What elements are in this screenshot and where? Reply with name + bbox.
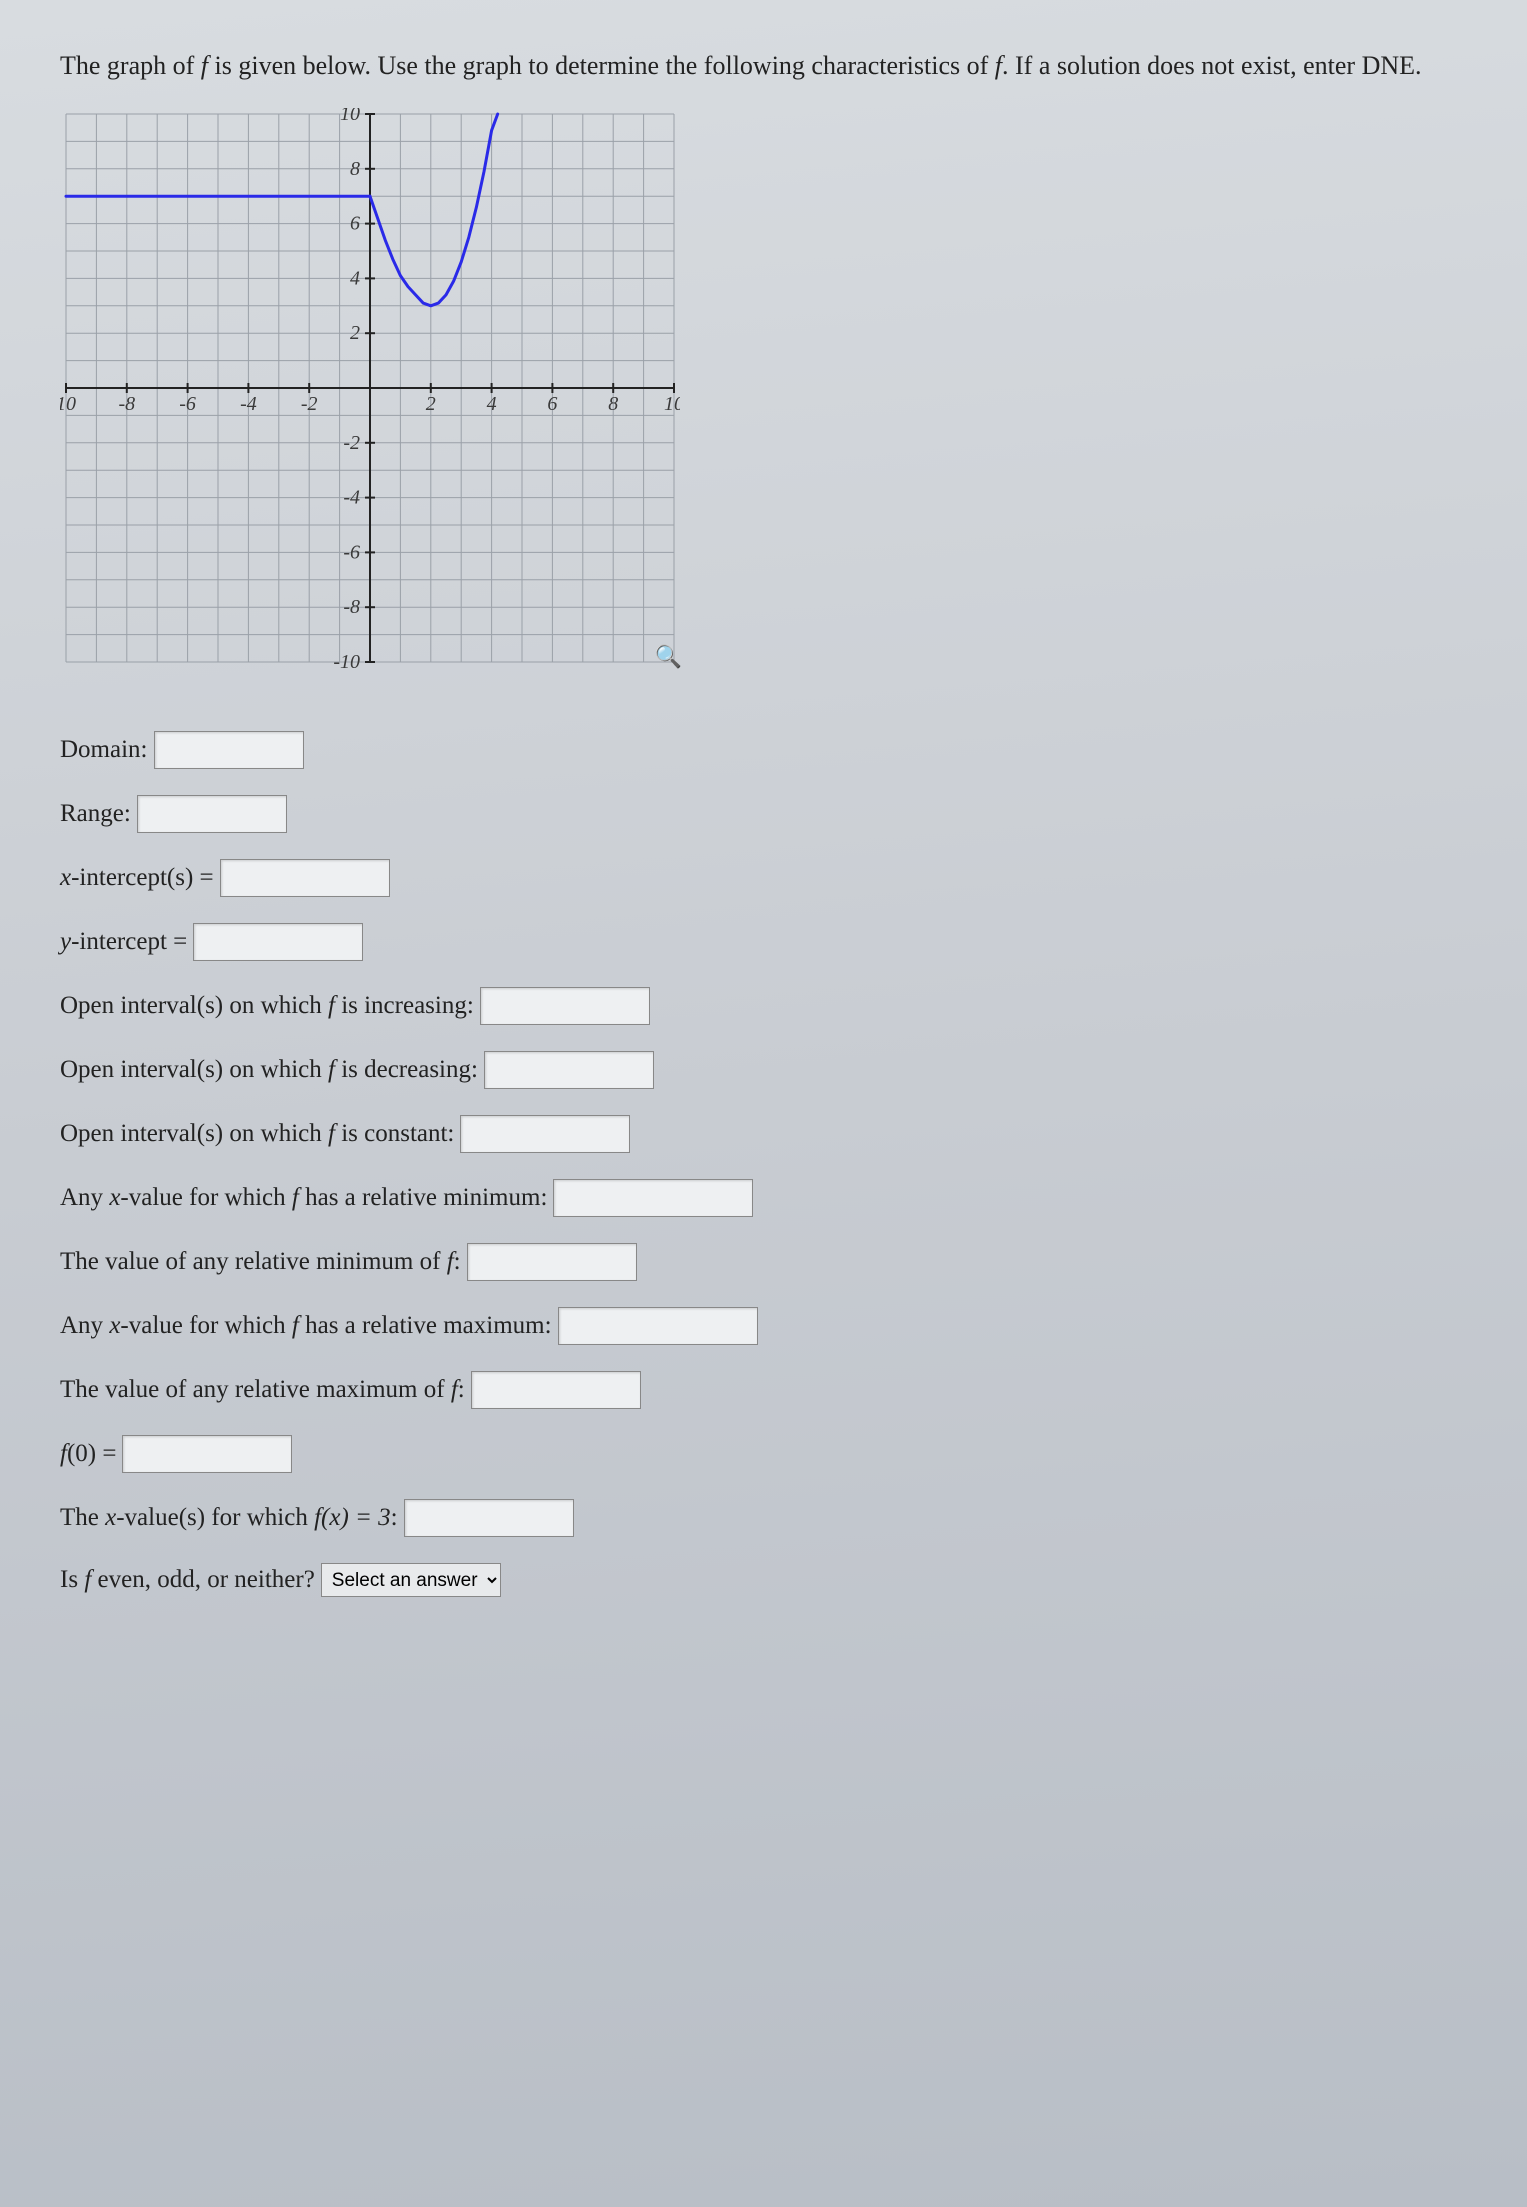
parity-label: Is f even, odd, or neither? xyxy=(60,1566,315,1594)
relmin-val-row: The value of any relative minimum of f: xyxy=(60,1243,1467,1281)
prompt-text: The graph of xyxy=(60,51,201,80)
relmax-x-input[interactable] xyxy=(558,1307,758,1345)
relmax-x-row: Any x-value for which f has a relative m… xyxy=(60,1307,1467,1345)
solve-input[interactable] xyxy=(404,1499,574,1537)
f0-label: f(0) = xyxy=(60,1440,116,1468)
relmin-x-row: Any x-value for which f has a relative m… xyxy=(60,1179,1467,1217)
prompt-text: is given below. Use the graph to determi… xyxy=(208,51,995,80)
svg-text:4: 4 xyxy=(487,393,497,415)
svg-text:-4: -4 xyxy=(343,487,360,509)
increasing-input[interactable] xyxy=(480,987,650,1025)
increasing-label: Open interval(s) on which f is increasin… xyxy=(60,992,474,1020)
svg-text:10: 10 xyxy=(340,108,360,125)
svg-text:-10: -10 xyxy=(333,651,360,668)
svg-text:6: 6 xyxy=(350,213,360,235)
relmin-x-label: Any x-value for which f has a relative m… xyxy=(60,1184,547,1212)
relmin-val-input[interactable] xyxy=(467,1243,637,1281)
decreasing-input[interactable] xyxy=(484,1051,654,1089)
svg-text:8: 8 xyxy=(608,393,618,415)
svg-text:10: 10 xyxy=(60,393,76,415)
svg-text:-6: -6 xyxy=(179,393,196,415)
function-graph: 10 -8 -6 -4 -2 2 4 6 8 10 -10 -8 -6 -4 -2 2 4 6 8 10 xyxy=(60,108,680,668)
solve-label: The x-value(s) for which f(x) = 3: xyxy=(60,1504,398,1532)
svg-text:-8: -8 xyxy=(343,597,360,619)
f0-input[interactable] xyxy=(122,1435,292,1473)
relmax-x-label: Any x-value for which f has a relative m… xyxy=(60,1312,552,1340)
relmin-x-input[interactable] xyxy=(553,1179,753,1217)
question-prompt: The graph of f is given below. Use the g… xyxy=(60,48,1460,84)
range-input[interactable] xyxy=(137,795,287,833)
parity-row: Is f even, odd, or neither? Select an an… xyxy=(60,1563,1467,1597)
decreasing-row: Open interval(s) on which f is decreasin… xyxy=(60,1051,1467,1089)
svg-text:-8: -8 xyxy=(118,393,135,415)
svg-text:-4: -4 xyxy=(240,393,257,415)
svg-text:6: 6 xyxy=(547,393,557,415)
f-var: f xyxy=(995,51,1002,80)
domain-input[interactable] xyxy=(154,731,304,769)
magnify-icon[interactable]: 🔍 xyxy=(655,644,682,670)
x-intercept-row: x-intercept(s) = xyxy=(60,859,1467,897)
relmin-val-label: The value of any relative minimum of f: xyxy=(60,1248,461,1276)
svg-text:4: 4 xyxy=(350,268,360,290)
constant-input[interactable] xyxy=(460,1115,630,1153)
increasing-row: Open interval(s) on which f is increasin… xyxy=(60,987,1467,1025)
prompt-text: . If a solution does not exist, enter DN… xyxy=(1002,51,1422,80)
svg-text:-2: -2 xyxy=(343,432,360,454)
domain-label: Domain: xyxy=(60,736,148,764)
parity-select[interactable]: Select an answerevenoddneither xyxy=(321,1563,501,1597)
y-intercept-input[interactable] xyxy=(193,923,363,961)
f-var: f xyxy=(201,51,208,80)
svg-text:8: 8 xyxy=(350,158,360,180)
graph-container: 10 -8 -6 -4 -2 2 4 6 8 10 -10 -8 -6 -4 -2 2 4 6 8 10 🔍 xyxy=(60,108,680,668)
y-intercept-row: y-intercept = xyxy=(60,923,1467,961)
relmax-val-label: The value of any relative maximum of f: xyxy=(60,1376,465,1404)
domain-row: Domain: xyxy=(60,731,1467,769)
f0-row: f(0) = xyxy=(60,1435,1467,1473)
svg-text:10: 10 xyxy=(664,393,680,415)
svg-text:2: 2 xyxy=(350,323,360,345)
x-intercept-label: x-intercept(s) = xyxy=(60,864,214,892)
solve-row: The x-value(s) for which f(x) = 3: xyxy=(60,1499,1467,1537)
relmax-val-row: The value of any relative maximum of f: xyxy=(60,1371,1467,1409)
svg-text:-2: -2 xyxy=(301,393,318,415)
svg-text:2: 2 xyxy=(426,393,436,415)
constant-row: Open interval(s) on which f is constant: xyxy=(60,1115,1467,1153)
y-intercept-label: y-intercept = xyxy=(60,928,187,956)
range-label: Range: xyxy=(60,800,131,828)
decreasing-label: Open interval(s) on which f is decreasin… xyxy=(60,1056,478,1084)
svg-text:-6: -6 xyxy=(343,542,360,564)
range-row: Range: xyxy=(60,795,1467,833)
x-intercept-input[interactable] xyxy=(220,859,390,897)
relmax-val-input[interactable] xyxy=(471,1371,641,1409)
constant-label: Open interval(s) on which f is constant: xyxy=(60,1120,454,1148)
